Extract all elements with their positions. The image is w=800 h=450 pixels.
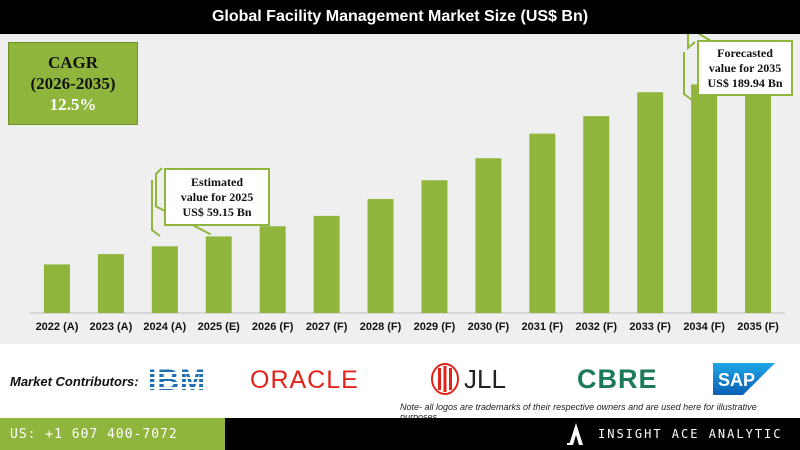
cbre-logo: CBRE — [577, 364, 658, 394]
chart-area: 2022 (A) 2023 (A) 2024 (A) 2025 (E) 2026 (F)… — [0, 34, 800, 344]
bar-9 — [529, 133, 556, 313]
x-tick-label-2: 2024 (A) — [143, 321, 186, 333]
callout-forecasted-line3: US$ 189.94 Bn — [707, 75, 783, 90]
bar-7 — [421, 180, 448, 313]
x-tick-label-13: 2035 (F) — [737, 321, 779, 333]
callout-estimated-line2: value for 2025 — [180, 189, 254, 204]
callout-forecasted-2035: Forecasted value for 2035 US$ 189.94 Bn — [697, 40, 793, 96]
chart-title: Global Facility Management Market Size (… — [0, 0, 800, 34]
cagr-box: CAGR (2026-2035) 12.5% — [8, 42, 138, 125]
bar-5 — [313, 215, 340, 313]
bar-13 — [745, 67, 772, 313]
callout-forecasted-line2: value for 2035 — [708, 60, 782, 75]
footer-phone: US: +1 607 400-7072 — [0, 418, 225, 450]
x-tick-label-3: 2025 (E) — [198, 321, 241, 333]
jll-mark-icon — [431, 363, 459, 395]
jll-logo: JLL — [430, 362, 506, 396]
callout-forecasted-line1: Forecasted — [717, 45, 773, 60]
callout-estimated-line3: US$ 59.15 Bn — [182, 204, 252, 219]
ibm-logo: IBM — [148, 364, 206, 397]
bar-0 — [43, 264, 70, 313]
x-tick-label-4: 2026 (F) — [252, 321, 294, 333]
bar-4 — [259, 226, 286, 313]
x-tick-label-9: 2031 (F) — [522, 321, 564, 333]
trademark-note: Note- all logos are trademarks of their … — [400, 402, 757, 422]
separator — [0, 344, 800, 358]
cagr-label: CAGR — [47, 53, 99, 72]
sap-logo-shape: SAP — [713, 363, 775, 395]
x-tick-label-5: 2027 (F) — [306, 321, 348, 333]
bar-6 — [367, 199, 394, 313]
x-tick-label-1: 2023 (A) — [89, 321, 132, 333]
market-contributors: Market Contributors: IBM ORACLE JLL CBRE… — [0, 358, 800, 422]
callout-bracket-2025 — [151, 180, 161, 237]
callout-estimated-2025: Estimated value for 2025 US$ 59.15 Bn — [164, 168, 270, 226]
brand-logo-icon — [567, 423, 583, 445]
callout-estimated-line1: Estimated — [191, 174, 243, 189]
contributors-label: Market Contributors: — [10, 374, 139, 389]
callout-bracket-2035 — [683, 52, 693, 101]
x-tick-label-6: 2028 (F) — [360, 321, 402, 333]
oracle-logo: ORACLE — [250, 366, 359, 394]
bar-11 — [637, 92, 664, 313]
x-tick-label-11: 2033 (F) — [629, 321, 671, 333]
bar-3 — [205, 236, 232, 313]
x-tick-label-0: 2022 (A) — [36, 321, 79, 333]
x-tick-label-7: 2029 (F) — [414, 321, 456, 333]
bar-2 — [151, 246, 178, 313]
brand-name: INSIGHT ACE ANALYTIC — [598, 427, 783, 441]
bar-12 — [691, 84, 718, 313]
bar-chart: 2022 (A) 2023 (A) 2024 (A) 2025 (E) 2026 (F)… — [30, 34, 785, 333]
x-tick-label-10: 2032 (F) — [575, 321, 617, 333]
cagr-value: 12.5% — [49, 95, 97, 114]
bar-8 — [475, 158, 502, 313]
sap-logo-text: SAP — [718, 370, 755, 390]
footer-brand-bar: INSIGHT ACE ANALYTIC — [225, 418, 800, 450]
sap-logo: SAP — [713, 363, 775, 400]
x-tick-label-12: 2034 (F) — [683, 321, 725, 333]
x-tick-label-8: 2030 (F) — [468, 321, 510, 333]
jll-logo-text: JLL — [464, 363, 506, 394]
bar-10 — [583, 116, 610, 313]
cagr-period: (2026-2035) — [30, 74, 116, 93]
bar-1 — [97, 254, 124, 313]
